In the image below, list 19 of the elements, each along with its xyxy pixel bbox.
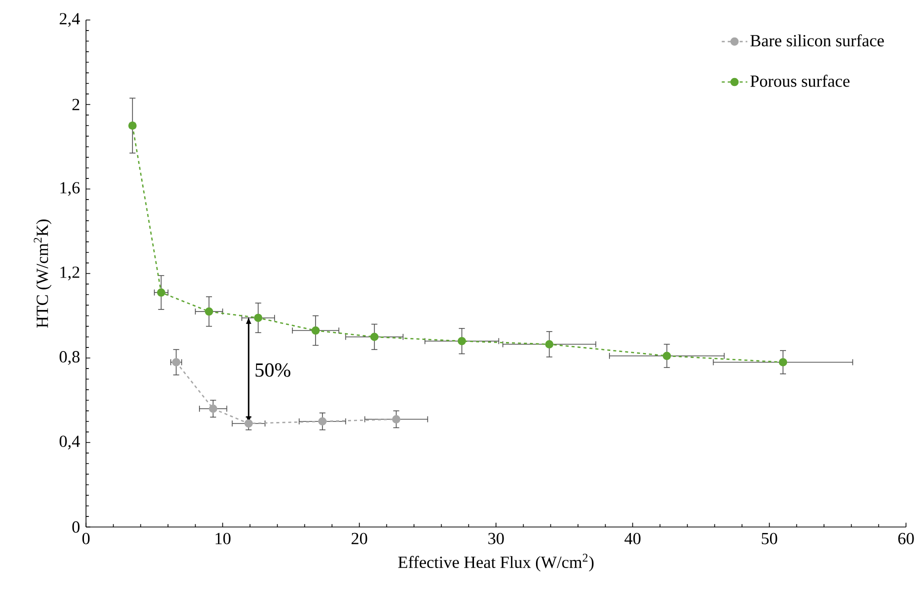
x-tick-label: 10 [216,532,230,544]
y-tick-label: 1,2 [60,266,80,280]
y-tick-label: 0,4 [60,436,80,450]
annotation: 50% [256,363,290,377]
x-tick-label: 60 [898,532,914,544]
y-tick-label: 2 [72,98,80,110]
x-tick-label: 40 [624,532,640,544]
y-tick-label: 0 [72,521,80,533]
x-tick-label: 30 [488,532,504,544]
x-tick-label: 50 [762,532,778,544]
legend-label: Bare silicon surface [750,34,884,46]
x-tick-label: 0 [82,532,90,544]
legend-label: Porous surface [750,74,850,87]
y-tick-label: 1,6 [60,182,80,196]
x-axis-title: Effective Heat Flux (W/cm$^{2}$) [398,554,594,572]
y-tick-label: 2,4 [60,13,80,27]
y-axis-title: HTC (W/cm$^{2}$K) [34,220,52,328]
x-tick-label: 20 [352,532,368,544]
y-tick-label: 0,8 [60,351,80,365]
